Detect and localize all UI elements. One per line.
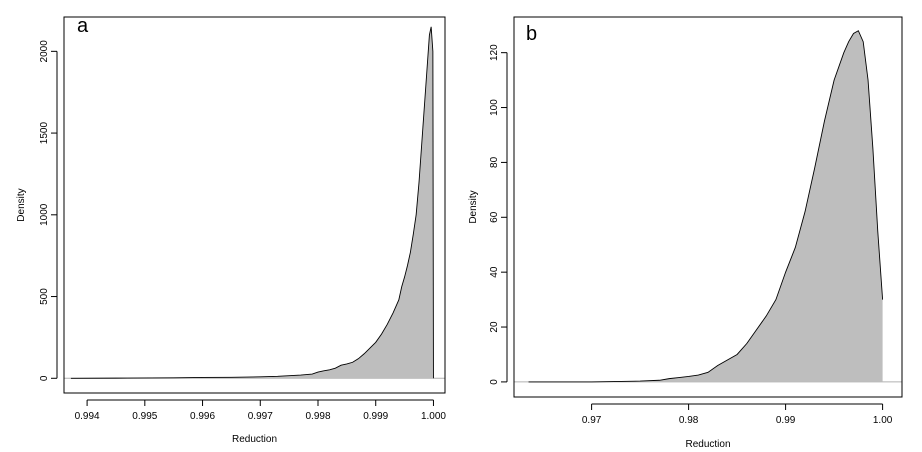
y-tick-label-a: 2000 bbox=[39, 40, 50, 63]
y-tick-label-b: 40 bbox=[489, 266, 500, 278]
x-tick-label-a: 0.997 bbox=[248, 411, 273, 422]
x-tick-label-a: 0.998 bbox=[305, 411, 330, 422]
x-tick-label-b: 1.00 bbox=[873, 415, 893, 426]
x-tick-label-a: 0.995 bbox=[132, 411, 157, 422]
y-tick-label-a: 1000 bbox=[39, 203, 50, 226]
density-area-b bbox=[528, 30, 883, 382]
plot-frame-b bbox=[513, 16, 903, 398]
panel-label-a: a bbox=[77, 15, 89, 37]
y-tick-label-a: 0 bbox=[39, 375, 50, 381]
x-tick-label-b: 0.99 bbox=[776, 415, 796, 426]
y-tick-label-a: 1500 bbox=[39, 122, 50, 145]
y-tick-label-b: 100 bbox=[489, 99, 500, 116]
density-curve-a bbox=[70, 26, 434, 379]
y-tick-label-b: 20 bbox=[489, 321, 500, 333]
panel-label-b: b bbox=[526, 23, 537, 45]
x-axis-title-a: Reduction bbox=[232, 434, 277, 445]
y-tick-label-a: 500 bbox=[39, 288, 50, 305]
density-area-a bbox=[70, 26, 434, 379]
plot-frame-a bbox=[63, 16, 446, 394]
y-axis-title-a: Density bbox=[16, 188, 27, 221]
x-tick-label-a: 0.999 bbox=[363, 411, 388, 422]
density-plot-b: b 0.97 0.98 0.99 1.00 0 20 40 60 80 100 120 Reductio… bbox=[468, 16, 903, 450]
x-axis-title-b: Reduction bbox=[685, 439, 730, 450]
density-plot-a: a 0.994 0.995 0.996 0.997 0.998 0.999 1.000 0 500… bbox=[16, 15, 446, 445]
x-tick-label-a: 1.000 bbox=[421, 411, 446, 422]
chart-panel-b: b 0.97 0.98 0.99 1.00 0 20 40 60 80 100 120 Reductio… bbox=[461, 0, 922, 452]
x-tick-label-a: 0.996 bbox=[190, 411, 215, 422]
x-tick-label-b: 0.97 bbox=[582, 415, 602, 426]
chart-panel-a: a 0.994 0.995 0.996 0.997 0.998 0.999 1.000 0 500… bbox=[16, 15, 446, 445]
density-curve-b bbox=[528, 30, 884, 383]
y-tick-label-b: 60 bbox=[489, 211, 500, 223]
y-tick-label-b: 80 bbox=[489, 156, 500, 168]
y-tick-label-b: 120 bbox=[489, 44, 500, 61]
y-axis-title-b: Density bbox=[468, 190, 479, 223]
y-tick-label-b: 0 bbox=[489, 379, 500, 385]
x-tick-label-b: 0.98 bbox=[679, 415, 699, 426]
x-tick-label-a: 0.994 bbox=[75, 411, 100, 422]
